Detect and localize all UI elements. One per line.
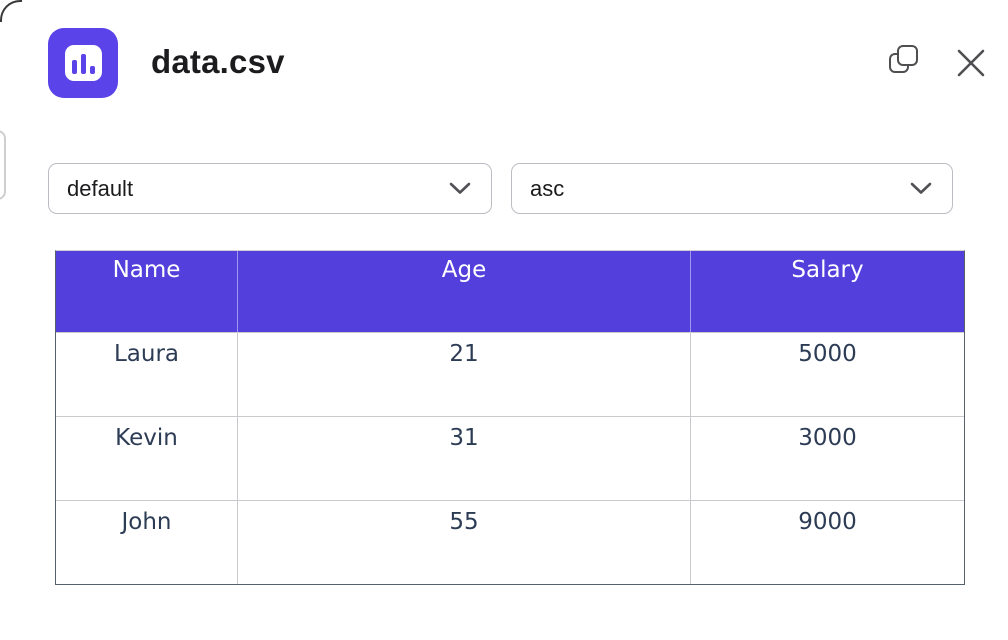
cell-age: 21 bbox=[238, 332, 691, 416]
bar-chart-icon-glyph bbox=[64, 45, 102, 81]
cell-name: Laura bbox=[56, 332, 238, 416]
cell-salary: 5000 bbox=[691, 332, 964, 416]
cell-salary: 3000 bbox=[691, 416, 964, 500]
sort-order-select[interactable]: asc bbox=[511, 163, 953, 214]
table-row: Laura 21 5000 bbox=[56, 332, 964, 416]
table-header-name: Name bbox=[56, 251, 238, 332]
window-title: data.csv bbox=[151, 43, 285, 80]
chevron-down-icon bbox=[449, 182, 471, 194]
cell-name: John bbox=[56, 500, 238, 584]
cell-salary: 9000 bbox=[691, 500, 964, 584]
bar-chart-icon bbox=[48, 28, 118, 98]
cell-age: 31 bbox=[238, 416, 691, 500]
window-corner bbox=[0, 0, 22, 22]
table-header-salary: Salary bbox=[691, 251, 964, 332]
cell-age: 55 bbox=[238, 500, 691, 584]
table-header-row: Name Age Salary bbox=[56, 251, 964, 332]
copy-window-button[interactable] bbox=[884, 41, 926, 83]
csv-data-table: Name Age Salary Laura 21 5000 Kevin 31 3… bbox=[55, 250, 965, 585]
column-select-value: default bbox=[67, 175, 134, 201]
column-select[interactable]: default bbox=[48, 163, 492, 214]
offscreen-element-edge bbox=[0, 130, 6, 200]
table-row: John 55 9000 bbox=[56, 500, 964, 584]
close-icon bbox=[957, 49, 985, 77]
sort-order-select-value: asc bbox=[530, 175, 565, 201]
table-row: Kevin 31 3000 bbox=[56, 416, 964, 500]
cell-name: Kevin bbox=[56, 416, 238, 500]
table-header-age: Age bbox=[238, 251, 691, 332]
close-window-button[interactable] bbox=[952, 44, 990, 82]
chevron-down-icon bbox=[910, 182, 932, 194]
